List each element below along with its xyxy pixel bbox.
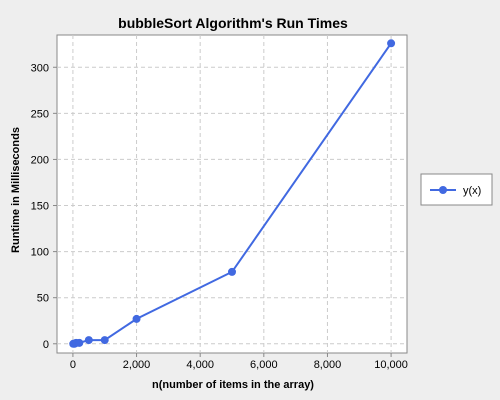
- legend: y(x): [420, 173, 493, 206]
- data-point: [387, 39, 396, 48]
- y-axis-label: Runtime in Milliseconds: [10, 127, 22, 253]
- x-tick-label: 6,000: [250, 359, 278, 371]
- y-tick-label: 100: [31, 247, 49, 259]
- x-tick-label: 2,000: [123, 359, 151, 371]
- data-point: [84, 336, 93, 345]
- y-tick-label: 150: [31, 201, 49, 213]
- y-tick-label: 250: [31, 108, 49, 120]
- y-tick-label: 0: [43, 339, 49, 351]
- data-point: [228, 267, 236, 276]
- legend-point-marker: [439, 186, 447, 194]
- x-tick-label: 4,000: [186, 359, 214, 371]
- x-axis-ticks: 0 2,000 4,000 6,000 8,000 10,000: [70, 353, 408, 371]
- legend-series-label: y(x): [463, 185, 481, 197]
- data-point: [100, 336, 109, 345]
- data-point: [75, 338, 84, 347]
- x-tick-label: 8,000: [314, 359, 342, 371]
- y-tick-label: 50: [37, 293, 49, 305]
- grid: [57, 35, 407, 353]
- x-axis-label: n(number of items in the array): [152, 379, 314, 391]
- plot-area: [56, 34, 408, 354]
- chart-title: bubbleSort Algorithm's Run Times: [118, 15, 348, 31]
- x-tick-label: 10,000: [374, 359, 408, 371]
- data-point: [132, 314, 141, 323]
- y-tick-label: 200: [31, 154, 49, 166]
- y-tick-label: 300: [31, 62, 49, 74]
- y-axis-ticks: 0 50 100 150 200 250 300: [31, 62, 57, 351]
- x-tick-label: 0: [70, 359, 76, 371]
- series-layer: [69, 39, 396, 348]
